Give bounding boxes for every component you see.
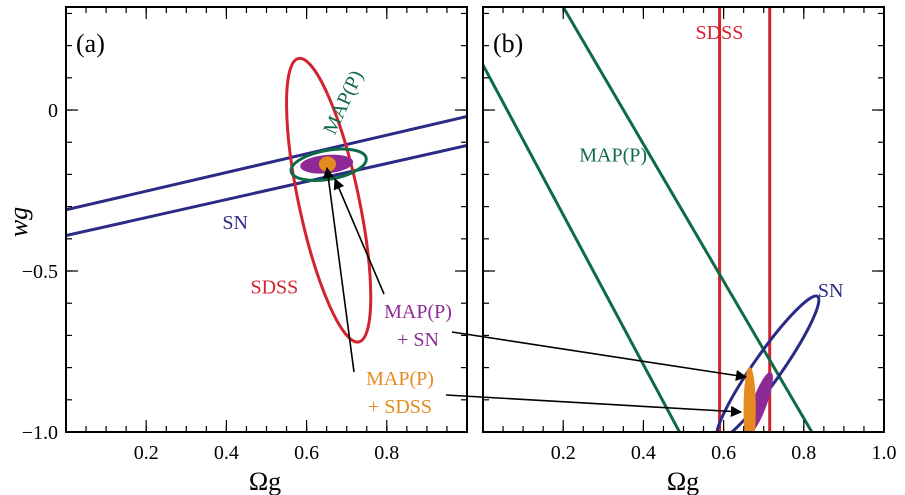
panel-b-x-tick-label: 0.4 — [631, 442, 656, 464]
x-axis-title-a: Ωg — [249, 467, 281, 495]
panel-a-y-tick-label: 0 — [48, 100, 58, 122]
panel-b-map-p-band-line-2 — [561, 7, 814, 432]
panel-a-sn-band-line-2 — [66, 143, 467, 238]
callout-map-sdss-line2: + SDSS — [368, 396, 432, 418]
panel-a-sdss-ellipse — [285, 56, 373, 344]
arrow-map-sdss-to-a — [322, 166, 355, 373]
arrow-map-sn-to-b — [451, 331, 748, 382]
panel-b-map-p-band-line-1 — [483, 64, 681, 432]
panel-b-x-tick-label: 0.8 — [791, 442, 816, 464]
panel-a-label-map-p: MAP(P) — [319, 67, 368, 138]
panel-b-x-tick-label: 0.6 — [711, 442, 736, 464]
y-axis-title: wg — [4, 207, 33, 237]
panel-a-map-p-ellipse — [289, 147, 368, 182]
panel-b-map-p-sdss-filled-ellipse — [743, 367, 756, 432]
panel-a-label-sn: SN — [222, 212, 248, 234]
callout-map-sn-line1: MAP(P) — [384, 301, 452, 323]
arrow-map-sdss-to-b — [445, 394, 743, 418]
panel-b-x-tick-label: 0.2 — [551, 442, 576, 464]
panel-b-sn-ellipse — [715, 294, 821, 432]
panel-b-label: (b) — [493, 29, 523, 58]
panel-a-y-tick-label: −0.5 — [22, 261, 58, 283]
arrow-map-sn-to-a — [333, 177, 385, 295]
x-axis-title-b: Ωg — [667, 467, 699, 495]
panel-a-x-tick-label: 0.2 — [134, 442, 159, 464]
panel-b: 0.2 0.4 0.6 0.8 1.0 (b) SDSS MAP(P) SN — [482, 6, 897, 464]
panel-a-label-sdss: SDSS — [250, 277, 298, 299]
panel-b-frame — [482, 6, 885, 433]
callout-map-sdss-line1: MAP(P) — [366, 368, 434, 390]
panel-a-x-tick-label: 0.4 — [214, 442, 239, 464]
callout-group: MAP(P) + SN MAP(P) + SDSS — [322, 166, 748, 418]
callout-map-sn-line2: + SN — [397, 329, 439, 351]
panel-a-label: (a) — [76, 29, 105, 58]
panel-b-label-sdss: SDSS — [696, 22, 744, 44]
panel-b-label-sn: SN — [818, 280, 844, 302]
panel-b-x-tick-label: 1.0 — [872, 442, 897, 464]
panel-a-x-tick-label: 0.6 — [294, 442, 319, 464]
panel-a-x-tick-label: 0.8 — [374, 442, 399, 464]
panel-a-sn-band-line-1 — [66, 115, 467, 212]
panel-a-y-tick-label: −1.0 — [22, 422, 58, 444]
panel-b-label-map-p: MAP(P) — [579, 145, 647, 167]
